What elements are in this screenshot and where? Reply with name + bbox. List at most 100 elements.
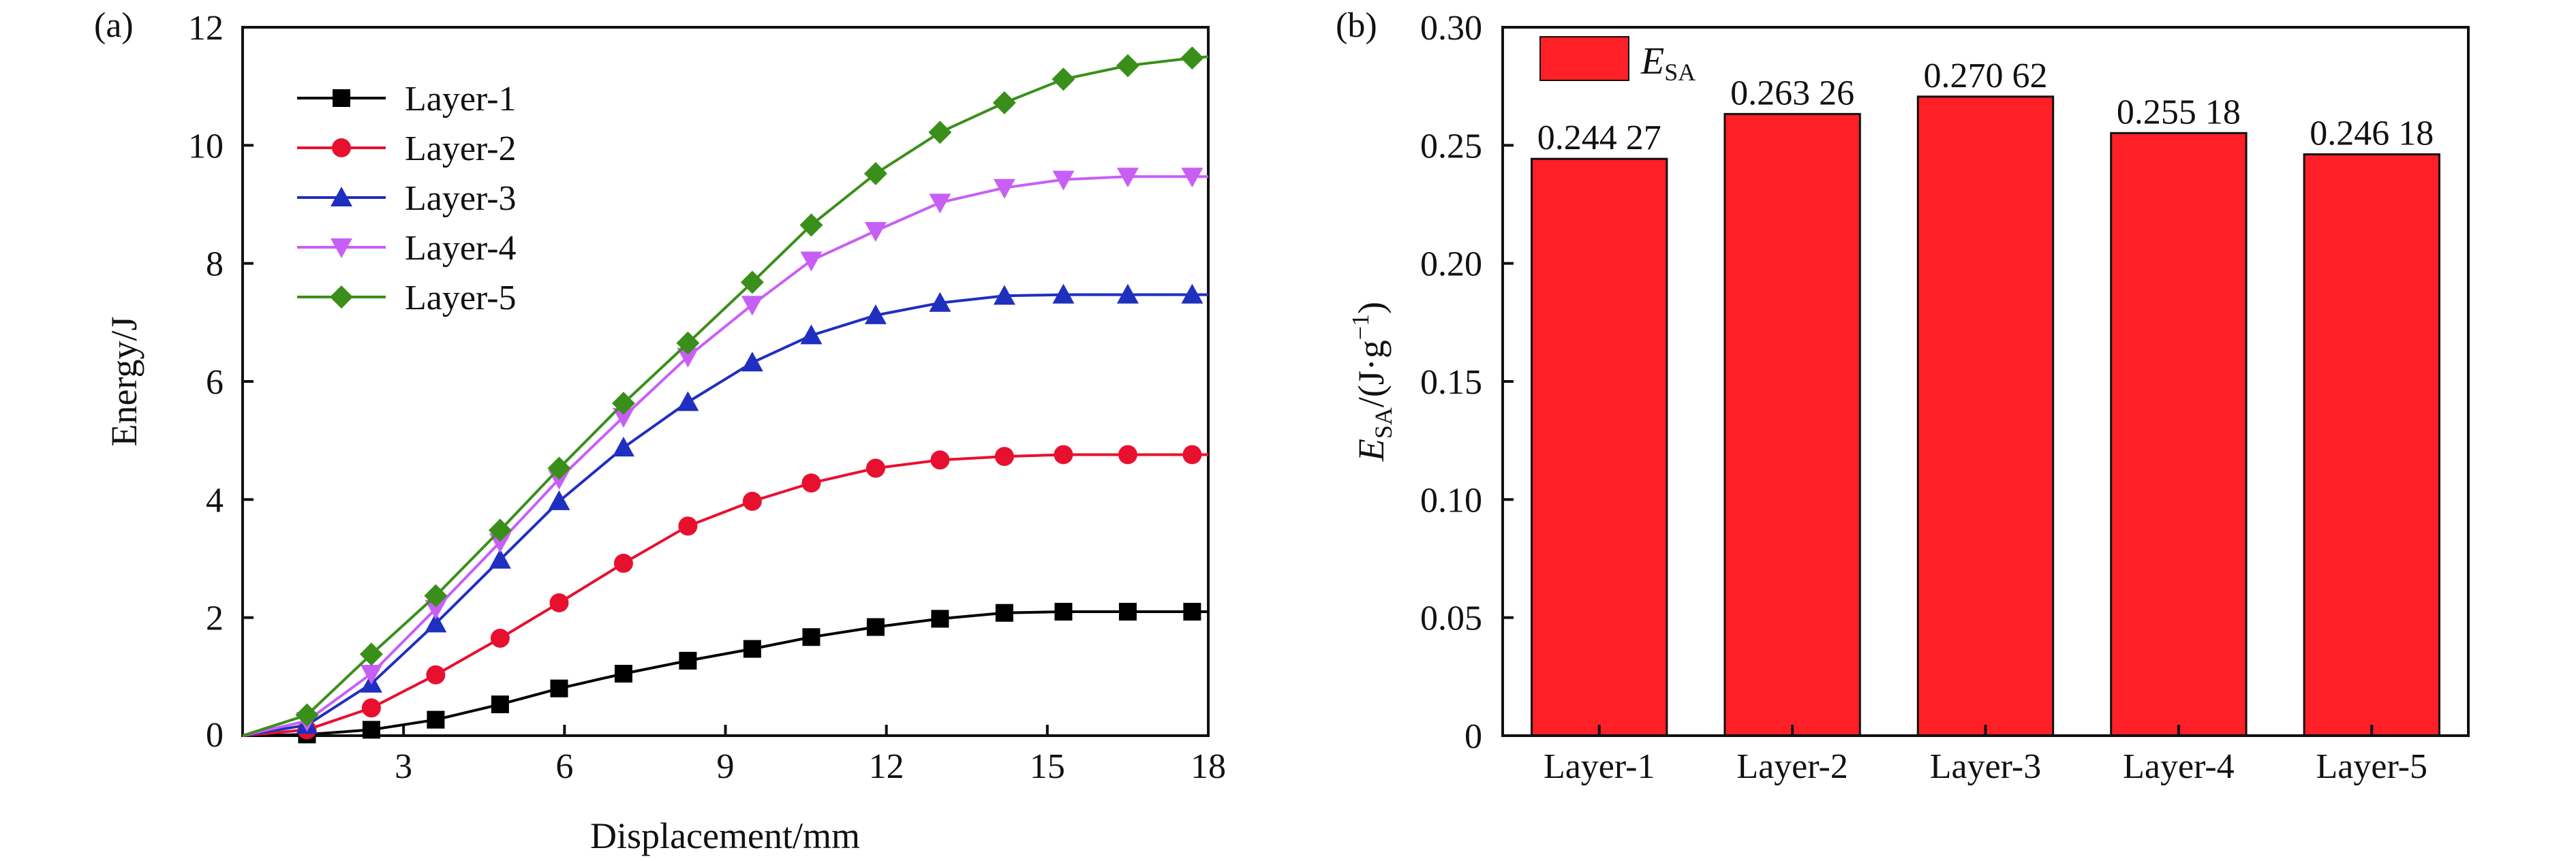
data-point-marker: [740, 270, 764, 294]
data-point-marker: [677, 347, 699, 368]
data-point-marker: [491, 695, 509, 714]
data-point-marker: [1052, 170, 1075, 191]
panel-b-legend-label: ESA: [1640, 40, 1696, 86]
x-tick-label: 12: [869, 747, 904, 786]
data-point-marker: [931, 610, 949, 628]
panel-b-y-axis-label: ESA/(J·g−1): [1347, 302, 1397, 462]
data-point-marker: [993, 178, 1015, 199]
data-point-marker: [1054, 445, 1073, 465]
data-point-marker: [678, 516, 698, 536]
legend-label: Layer-5: [405, 279, 517, 317]
series-layer-2: [242, 445, 1208, 740]
y-tick-label: 4: [206, 481, 224, 520]
ylabel-units: /(J·g: [1351, 340, 1392, 407]
panel-b-legend-swatch: [1539, 36, 1629, 81]
legend-entry-layer-3: Layer-3: [297, 179, 517, 218]
data-point-marker: [863, 161, 887, 185]
bar-layer-2: [1723, 112, 1861, 737]
panel-a-x-axis-label: Displacement/mm: [590, 815, 860, 856]
data-point-marker: [1181, 283, 1203, 304]
panel-a-series: [242, 46, 1209, 744]
data-point-marker: [359, 642, 383, 666]
x-tick-label: 6: [555, 747, 573, 786]
panel-b-bars: 0.244 27 0.263 26 0.270 62 0.255 18 0.246 18: [1531, 57, 2440, 737]
series-layer-1: [242, 603, 1208, 744]
y-tick-label: 0.10: [1420, 481, 1482, 520]
data-point-marker: [742, 491, 762, 511]
data-point-marker: [801, 473, 821, 493]
y-tick-label: 0.20: [1420, 245, 1482, 284]
legend-marker: [332, 138, 351, 157]
legend-marker: [331, 238, 352, 258]
data-point-marker: [425, 612, 447, 633]
bar-value-label: 0.270 62: [1924, 57, 2048, 95]
data-point-marker: [1116, 168, 1139, 188]
data-point-marker: [489, 533, 511, 553]
data-point-marker: [550, 679, 568, 698]
series-line: [242, 55, 1209, 737]
series-layer-5: [242, 46, 1209, 737]
x-tick-label: 3: [395, 747, 412, 786]
data-point-marker: [612, 437, 634, 457]
data-point-marker: [929, 292, 951, 312]
panel-a-legend: Layer-1 Layer-2 Layer-3 Layer-4 Layer-5: [297, 80, 517, 317]
series-line: [242, 453, 1208, 737]
data-point-marker: [864, 222, 887, 242]
data-point-marker: [864, 304, 887, 324]
y-tick-label: 12: [188, 9, 224, 48]
panel-b-label: (b): [1336, 6, 1377, 45]
bar-layer-1: [1531, 157, 1668, 737]
data-point-marker: [676, 331, 700, 355]
y-tick-label: 10: [188, 127, 224, 166]
data-point-marker: [488, 518, 512, 542]
data-point-marker: [426, 665, 446, 685]
data-point-marker: [994, 447, 1014, 467]
y-tick-label: 0.15: [1420, 363, 1482, 402]
y-tick-label: 0: [206, 716, 224, 755]
bar-layer-5: [2303, 153, 2440, 737]
data-point-marker: [424, 584, 448, 608]
x-tick-label: Layer-2: [1736, 747, 1848, 786]
y-tick-label: 0: [1465, 717, 1482, 756]
legend-label: Layer-1: [405, 80, 517, 119]
data-point-marker: [679, 651, 697, 670]
ylabel-symbol: E: [1351, 439, 1392, 462]
legend-entry-layer-1: Layer-1: [297, 80, 517, 119]
panel-a-y-axis-label: Energy/J: [104, 317, 144, 447]
data-point-marker: [1116, 54, 1139, 78]
data-point-marker: [1180, 46, 1204, 70]
legend-entry-layer-2: Layer-2: [297, 129, 517, 168]
data-point-marker: [427, 710, 445, 729]
data-point-marker: [295, 703, 319, 727]
data-point-marker: [866, 618, 885, 636]
legend-subscript: SA: [1664, 59, 1696, 86]
data-point-marker: [611, 392, 635, 416]
data-point-marker: [362, 721, 380, 739]
data-point-marker: [1183, 603, 1201, 621]
panel-a-line-chart: (a) 3 6 9 12 15 18 0 2 4 6 8 10 12 Displacement/mm E…: [94, 6, 1226, 856]
y-tick-label: 0.05: [1420, 599, 1482, 638]
y-tick-label: 0.25: [1420, 127, 1482, 166]
data-point-marker: [995, 604, 1013, 622]
data-point-marker: [930, 450, 950, 470]
data-point-marker: [613, 553, 633, 573]
data-point-marker: [490, 629, 510, 648]
bar-value-label: 0.244 27: [1537, 119, 1661, 157]
y-tick-label: 6: [206, 363, 224, 402]
data-point-marker: [992, 91, 1016, 114]
panel-b-plot-area: 0.244 27 0.263 26 0.270 62 0.255 18 0.246 18…: [1420, 9, 2470, 786]
x-tick-label: 9: [717, 747, 735, 786]
series-layer-3: [242, 283, 1208, 737]
legend-entry-layer-4: Layer-4: [297, 229, 517, 268]
data-point-marker: [1052, 283, 1075, 304]
panel-a-ticks: 3 6 9 12 15 18 0 2 4 6 8 10 12: [188, 9, 1226, 786]
bar-value-label: 0.255 18: [2117, 93, 2241, 131]
legend-entry-layer-5: Layer-5: [297, 279, 517, 317]
data-point-marker: [993, 285, 1015, 305]
data-point-marker: [360, 665, 382, 685]
data-point-marker: [1118, 445, 1137, 465]
panel-b-ticks: 0 0.05 0.10 0.15 0.20 0.25 0.30 Layer-1 Layer-2 L…: [1420, 9, 2427, 786]
legend-marker: [331, 187, 352, 206]
legend-label: Layer-4: [405, 229, 517, 268]
